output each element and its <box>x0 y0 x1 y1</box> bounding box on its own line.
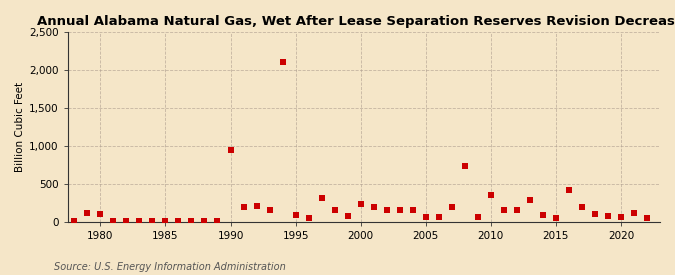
Text: Source: U.S. Energy Information Administration: Source: U.S. Energy Information Administ… <box>54 262 286 272</box>
Title: Annual Alabama Natural Gas, Wet After Lease Separation Reserves Revision Decreas: Annual Alabama Natural Gas, Wet After Le… <box>36 15 675 28</box>
Point <box>238 204 249 209</box>
Point <box>303 215 314 220</box>
Point <box>576 204 587 209</box>
Point <box>564 188 574 192</box>
Point <box>433 215 444 219</box>
Point <box>381 208 392 213</box>
Point <box>316 196 327 200</box>
Point <box>524 197 535 202</box>
Point <box>134 219 145 224</box>
Point <box>603 214 614 219</box>
Point <box>512 208 522 212</box>
Point <box>82 210 92 215</box>
Point <box>290 213 301 217</box>
Point <box>407 208 418 213</box>
Y-axis label: Billion Cubic Feet: Billion Cubic Feet <box>15 82 25 172</box>
Point <box>551 215 562 220</box>
Point <box>460 163 470 168</box>
Point <box>446 204 457 209</box>
Point <box>121 219 132 224</box>
Point <box>421 215 431 219</box>
Point <box>641 216 652 220</box>
Point <box>186 219 197 224</box>
Point <box>616 215 626 219</box>
Point <box>355 202 366 207</box>
Point <box>108 219 119 224</box>
Point <box>95 212 106 216</box>
Point <box>472 215 483 219</box>
Point <box>225 147 236 152</box>
Point <box>589 212 600 216</box>
Point <box>369 204 379 209</box>
Point <box>199 219 210 224</box>
Point <box>485 193 496 197</box>
Point <box>342 213 353 218</box>
Point <box>277 60 288 65</box>
Point <box>69 219 80 224</box>
Point <box>160 219 171 224</box>
Point <box>173 219 184 224</box>
Point <box>329 207 340 212</box>
Point <box>251 204 262 208</box>
Point <box>394 207 405 212</box>
Point <box>264 207 275 212</box>
Point <box>212 219 223 224</box>
Point <box>498 207 509 212</box>
Point <box>628 211 639 215</box>
Point <box>537 213 548 217</box>
Point <box>147 219 158 224</box>
